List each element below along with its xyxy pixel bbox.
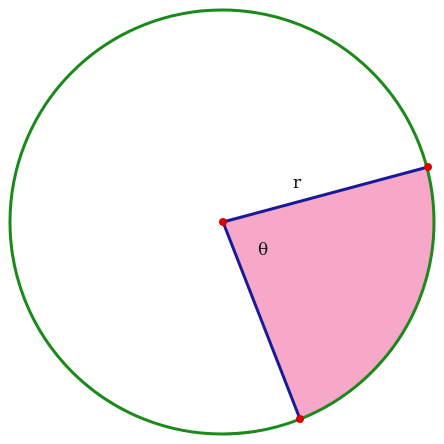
circle-outline	[8, 8, 436, 436]
angle-label: θ	[258, 240, 268, 260]
radius-line-upper	[222, 165, 429, 224]
arc-point-lower	[296, 415, 304, 423]
sector-area	[223, 167, 435, 419]
center-point	[219, 218, 227, 226]
radius-label: r	[293, 173, 302, 193]
radius-line-lower	[221, 221, 302, 420]
arc-point-upper	[424, 163, 432, 171]
